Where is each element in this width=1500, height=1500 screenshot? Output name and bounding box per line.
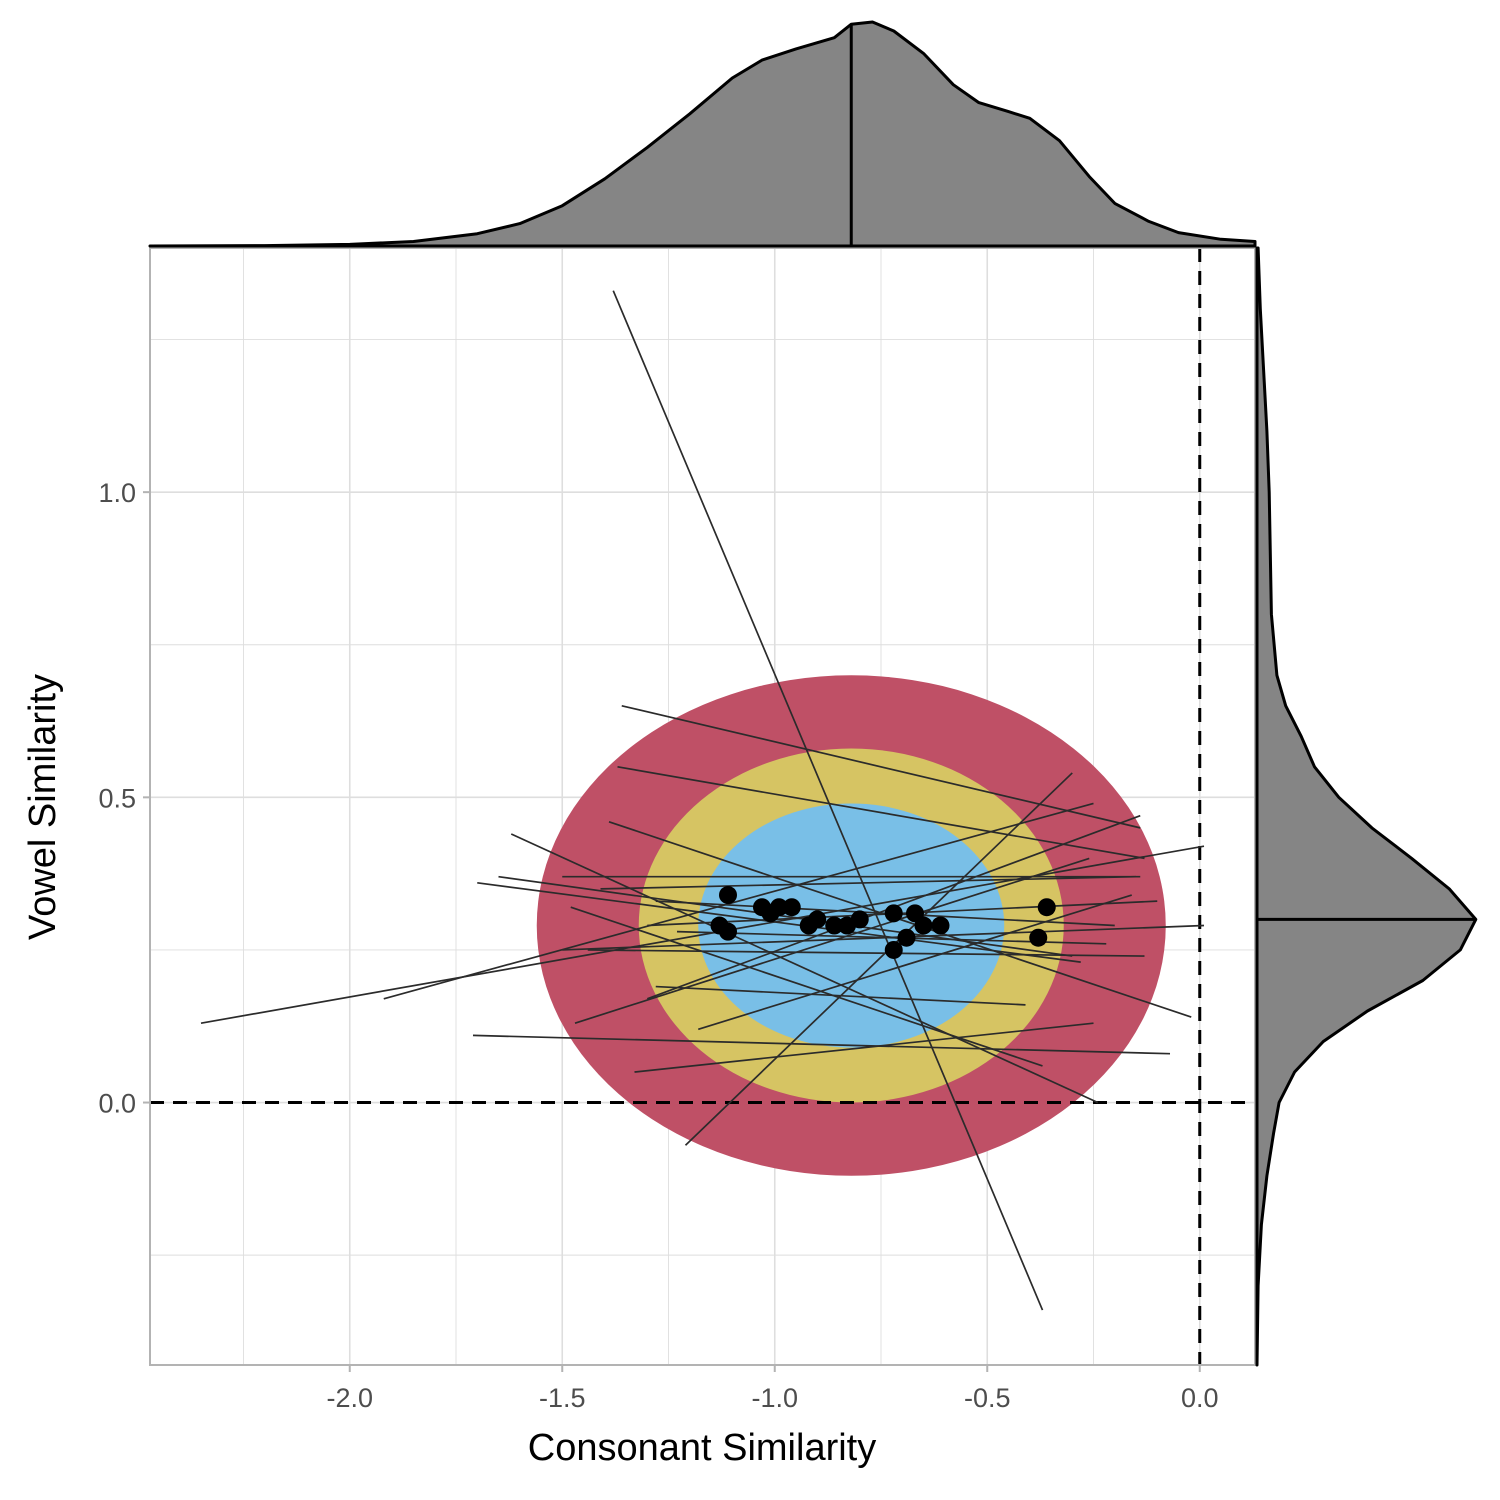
- slope-segment: [655, 985, 1026, 1006]
- slope-segment: [587, 949, 1145, 957]
- slope-segment: [574, 857, 1090, 1024]
- slope-segment: [684, 772, 1073, 1146]
- slope-segment: [621, 704, 1141, 829]
- slope-segment: [570, 906, 1043, 1067]
- slope-segment: [510, 833, 1099, 1104]
- y-axis-title: Vowel Similarity: [22, 674, 64, 940]
- y-tick-label: 0.5: [98, 783, 136, 813]
- data-point: [782, 898, 801, 917]
- x-tick-label: 0.0: [1181, 1383, 1219, 1413]
- data-point: [931, 916, 950, 935]
- data-point: [914, 916, 933, 935]
- data-point: [1037, 898, 1056, 917]
- data-point: [770, 898, 788, 917]
- data-point: [850, 910, 869, 929]
- marginal-x-density-area: [148, 20, 1257, 248]
- slope-segment: [697, 894, 1133, 1031]
- y-tick-label: 1.0: [98, 478, 136, 508]
- y-tick-label: 0.0: [98, 1089, 136, 1119]
- reference-lines: [150, 248, 1255, 1365]
- slope-segment: [477, 881, 1081, 963]
- data-point: [719, 922, 737, 941]
- data-points: [710, 886, 1056, 959]
- slope-segment: [600, 875, 1137, 890]
- slope-segment: [612, 290, 1044, 1311]
- slope-segment: [634, 1022, 1094, 1073]
- tick-labels: -2.0 -1.5 -1.0 -0.5 0.0 0.0 0.5 1.0: [98, 478, 1218, 1413]
- slope-segment: [383, 802, 1094, 1000]
- data-point: [884, 940, 903, 959]
- x-tick-label: -0.5: [964, 1383, 1011, 1413]
- marginal-y-density-area: [1255, 246, 1478, 1367]
- x-axis-title: Consonant Similarity: [528, 1427, 876, 1469]
- data-point: [884, 904, 903, 923]
- data-point: [799, 916, 818, 935]
- x-tick-label: -2.0: [326, 1383, 373, 1413]
- slope-segment: [498, 875, 1073, 957]
- data-point: [719, 886, 737, 905]
- marginal-density-y: [1255, 246, 1478, 1367]
- data-point: [1029, 928, 1048, 947]
- plot-panel-border: [149, 247, 1256, 1366]
- data-point: [897, 928, 916, 947]
- x-tick-label: -1.5: [539, 1383, 586, 1413]
- x-tick-label: -1.0: [751, 1383, 798, 1413]
- slope-segment: [472, 1034, 1171, 1055]
- marginal-density-x: [148, 20, 1257, 248]
- slope-segment: [617, 765, 1145, 860]
- data-point: [825, 916, 844, 935]
